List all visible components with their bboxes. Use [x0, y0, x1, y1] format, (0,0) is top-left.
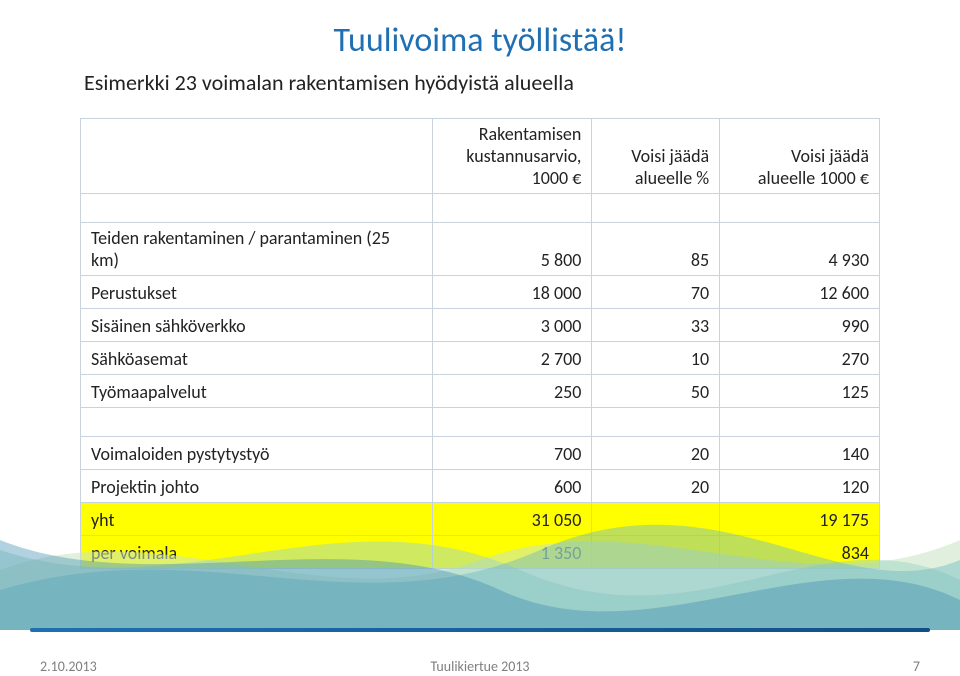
cell-stay: 834 [720, 536, 880, 569]
table-header-row: Rakentamisen kustannusarvio, 1000 € Vois… [81, 119, 880, 194]
cell-pct: 50 [592, 375, 720, 408]
table-row-total: yht 31 050 19 175 [81, 503, 880, 536]
cell-label: Projektin johto [81, 470, 433, 503]
cell-label: yht [81, 503, 433, 536]
table-row-pervoimala: per voimala 1 350 834 [81, 536, 880, 569]
cell-cost: 600 [432, 470, 592, 503]
data-table: Rakentamisen kustannusarvio, 1000 € Vois… [80, 118, 880, 569]
cell-pct: 10 [592, 342, 720, 375]
footer-title: Tuulikiertue 2013 [0, 658, 960, 675]
cell-cost: 3 000 [432, 309, 592, 342]
cell-stay: 19 175 [720, 503, 880, 536]
cell-label: Teiden rakentaminen / parantaminen (25 k… [81, 223, 433, 276]
cell-stay: 990 [720, 309, 880, 342]
col-header-stay: Voisi jäädä alueelle 1000 € [720, 119, 880, 194]
cell-cost: 31 050 [432, 503, 592, 536]
cell-cost: 18 000 [432, 276, 592, 309]
table-row: Sisäinen sähköverkko 3 000 33 990 [81, 309, 880, 342]
cell-label: Perustukset [81, 276, 433, 309]
cell-label: per voimala [81, 536, 433, 569]
cell-label: Sähköasemat [81, 342, 433, 375]
cell-pct: 33 [592, 309, 720, 342]
cell-cost: 5 800 [432, 223, 592, 276]
slide: Tuulivoima työllistää! Esimerkki 23 voim… [0, 0, 960, 676]
cell-cost: 700 [432, 437, 592, 470]
footer-divider [30, 628, 930, 632]
col-header-pct: Voisi jäädä alueelle % [592, 119, 720, 194]
footer-page: 7 [913, 658, 920, 675]
table-row: Projektin johto 600 20 120 [81, 470, 880, 503]
cell-pct: 20 [592, 470, 720, 503]
cell-cost: 250 [432, 375, 592, 408]
subtitle: Esimerkki 23 voimalan rakentamisen hyödy… [84, 69, 880, 96]
gap-row [81, 194, 880, 223]
page-title: Tuulivoima työllistää! [80, 20, 880, 61]
table-row: Sähköasemat 2 700 10 270 [81, 342, 880, 375]
cell-pct: 20 [592, 437, 720, 470]
cell-stay: 125 [720, 375, 880, 408]
table-row: Teiden rakentaminen / parantaminen (25 k… [81, 223, 880, 276]
cell-stay: 270 [720, 342, 880, 375]
cell-cost: 2 700 [432, 342, 592, 375]
col-header-label [81, 119, 433, 194]
col-header-cost: Rakentamisen kustannusarvio, 1000 € [432, 119, 592, 194]
cell-pct [592, 503, 720, 536]
table-row: Voimaloiden pystytystyö 700 20 140 [81, 437, 880, 470]
cell-pct: 85 [592, 223, 720, 276]
cell-label: Työmaapalvelut [81, 375, 433, 408]
cell-pct [592, 536, 720, 569]
cell-stay: 12 600 [720, 276, 880, 309]
cell-label: Sisäinen sähköverkko [81, 309, 433, 342]
table-row: Työmaapalvelut 250 50 125 [81, 375, 880, 408]
table-row: Perustukset 18 000 70 12 600 [81, 276, 880, 309]
cell-stay: 120 [720, 470, 880, 503]
cell-stay: 140 [720, 437, 880, 470]
cell-cost: 1 350 [432, 536, 592, 569]
cell-label: Voimaloiden pystytystyö [81, 437, 433, 470]
cell-pct: 70 [592, 276, 720, 309]
gap-row [81, 408, 880, 437]
cell-stay: 4 930 [720, 223, 880, 276]
